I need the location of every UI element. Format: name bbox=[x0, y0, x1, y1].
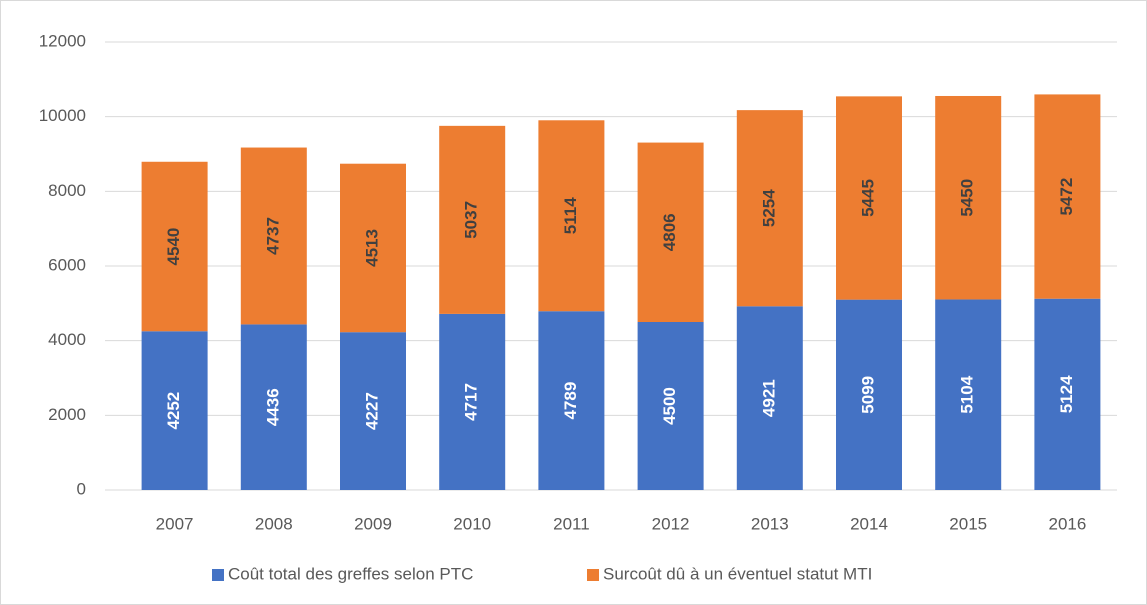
bar-segment bbox=[637, 322, 704, 490]
y-tick-label: 2000 bbox=[48, 405, 86, 424]
data-label: 4806 bbox=[660, 213, 679, 251]
x-tick-label: 2013 bbox=[751, 514, 789, 533]
data-label: 5104 bbox=[958, 375, 977, 413]
data-label: 5472 bbox=[1057, 178, 1076, 216]
data-label: 5037 bbox=[462, 201, 481, 239]
bar-segment bbox=[1034, 94, 1101, 299]
x-tick-label: 2012 bbox=[652, 514, 690, 533]
bar-segment bbox=[340, 332, 406, 490]
data-label: 4789 bbox=[561, 382, 580, 420]
bar-segment bbox=[141, 331, 208, 490]
x-tick-label: 2016 bbox=[1048, 514, 1086, 533]
bar-segment bbox=[538, 120, 605, 312]
bar-segment bbox=[240, 324, 307, 490]
bar-segment bbox=[736, 306, 803, 490]
y-tick-label: 0 bbox=[77, 479, 86, 498]
y-tick-label: 12000 bbox=[39, 31, 86, 50]
data-label: 4737 bbox=[263, 217, 282, 255]
data-label: 4513 bbox=[362, 229, 381, 267]
bar-segment bbox=[538, 311, 605, 490]
data-label: 4540 bbox=[164, 228, 183, 266]
legend-label: Surcoût dû à un éventuel statut MTI bbox=[603, 564, 872, 583]
bar-segment bbox=[141, 161, 208, 332]
bar-segment bbox=[340, 163, 406, 333]
bar-segment bbox=[935, 95, 1002, 300]
y-tick-label: 4000 bbox=[48, 330, 86, 349]
y-tick-label: 10000 bbox=[39, 106, 86, 125]
y-tick-label: 6000 bbox=[48, 255, 86, 274]
data-label: 5114 bbox=[561, 197, 580, 234]
bar-segment bbox=[935, 299, 1002, 490]
bar-segment bbox=[637, 142, 704, 322]
data-label: 4436 bbox=[263, 388, 282, 426]
x-tick-label: 2009 bbox=[354, 514, 392, 533]
legend-swatch bbox=[212, 569, 224, 581]
bar-segment bbox=[736, 110, 803, 307]
bar-segment bbox=[439, 313, 506, 490]
x-tick-label: 2010 bbox=[453, 514, 491, 533]
data-label: 4921 bbox=[759, 379, 778, 417]
data-label: 4500 bbox=[660, 387, 679, 425]
legend-label: Coût total des greffes selon PTC bbox=[228, 564, 473, 583]
bar-segment bbox=[836, 96, 902, 300]
bar-segment bbox=[240, 147, 307, 325]
x-tick-label: 2011 bbox=[553, 514, 590, 533]
data-label: 5124 bbox=[1057, 375, 1076, 413]
data-label: 4227 bbox=[362, 392, 381, 430]
x-tick-label: 2015 bbox=[949, 514, 987, 533]
data-label: 4252 bbox=[164, 392, 183, 430]
data-label: 4717 bbox=[462, 383, 481, 421]
bar-segment bbox=[1034, 298, 1101, 490]
bar-segment bbox=[836, 299, 902, 490]
y-tick-label: 8000 bbox=[48, 181, 86, 200]
bar-segment bbox=[439, 125, 506, 314]
legend-swatch bbox=[587, 569, 599, 581]
data-label: 5099 bbox=[858, 376, 877, 414]
data-label: 5445 bbox=[858, 179, 877, 217]
x-tick-label: 2007 bbox=[156, 514, 194, 533]
x-tick-label: 2008 bbox=[255, 514, 293, 533]
data-label: 5254 bbox=[759, 189, 778, 227]
x-tick-label: 2014 bbox=[850, 514, 888, 533]
data-label: 5450 bbox=[958, 179, 977, 217]
